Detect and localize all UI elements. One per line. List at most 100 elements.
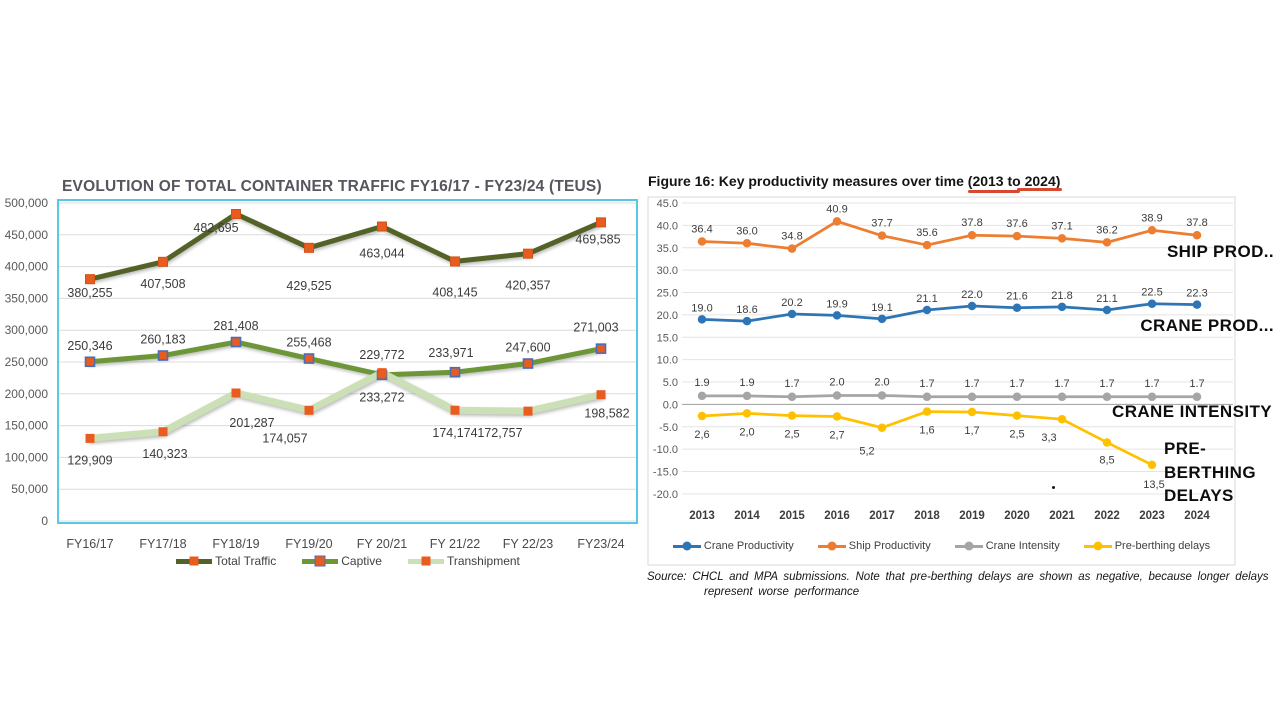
svg-text:FY18/19: FY18/19 — [212, 537, 259, 551]
svg-text:2,0: 2,0 — [739, 426, 754, 438]
svg-text:200,000: 200,000 — [5, 387, 49, 401]
svg-text:482,695: 482,695 — [193, 221, 238, 235]
svg-text:2023: 2023 — [1139, 510, 1165, 522]
svg-text:FY 21/22: FY 21/22 — [430, 537, 481, 551]
series-data-labels: 380,255 407,508 482,695 429,525 463,044 408,1… — [67, 221, 620, 300]
svg-text:37.7: 37.7 — [871, 218, 892, 230]
svg-text:281,408: 281,408 — [213, 319, 258, 333]
svg-text:38.9: 38.9 — [1141, 212, 1162, 224]
svg-text:1,6: 1,6 — [919, 425, 934, 437]
svg-text:37.6: 37.6 — [1006, 218, 1027, 230]
svg-text:2013: 2013 — [689, 510, 715, 522]
svg-text:-20.0: -20.0 — [653, 489, 678, 501]
svg-text:1.7: 1.7 — [964, 378, 979, 390]
svg-text:-15.0: -15.0 — [653, 467, 678, 479]
callout-line: BERTHING — [1164, 462, 1256, 482]
svg-text:174,057: 174,057 — [262, 431, 307, 445]
svg-text:-10.0: -10.0 — [653, 444, 678, 456]
svg-text:2,5: 2,5 — [784, 429, 799, 441]
svg-text:FY 22/23: FY 22/23 — [503, 537, 554, 551]
svg-text:2021: 2021 — [1049, 510, 1075, 522]
svg-text:30.0: 30.0 — [657, 265, 678, 277]
svg-text:0.0: 0.0 — [663, 399, 678, 411]
stray-dot — [1052, 486, 1055, 489]
svg-text:450,000: 450,000 — [5, 228, 49, 242]
svg-text:2016: 2016 — [824, 510, 850, 522]
right-x-axis-labels: 2013 2014 2015 2016 2017 2018 2019 2020 2021 2022… — [689, 510, 1210, 522]
svg-text:FY 20/21: FY 20/21 — [357, 537, 408, 551]
svg-text:5.0: 5.0 — [663, 377, 678, 389]
svg-text:2,5: 2,5 — [1009, 429, 1024, 441]
svg-text:201,287: 201,287 — [229, 416, 274, 430]
ship-productivity-callout: SHIP PROD.. — [1166, 242, 1274, 261]
svg-text:21.1: 21.1 — [916, 293, 937, 305]
svg-text:229,772: 229,772 — [359, 348, 404, 362]
source-note: Source: CHCL and MPA submissions. Note t… — [647, 570, 1272, 599]
svg-text:469,585: 469,585 — [575, 232, 620, 246]
svg-text:36.0: 36.0 — [736, 225, 757, 237]
svg-text:35.0: 35.0 — [657, 243, 678, 255]
left-x-axis-labels: FY16/17 FY17/18 FY18/19 FY19/20 FY 20/21 FY 2… — [66, 537, 624, 551]
svg-text:21.1: 21.1 — [1096, 293, 1117, 305]
svg-text:13,5: 13,5 — [1143, 479, 1164, 491]
svg-text:463,044: 463,044 — [359, 247, 404, 261]
svg-text:2014: 2014 — [734, 510, 760, 522]
svg-text:174,174: 174,174 — [432, 426, 477, 440]
svg-text:40.9: 40.9 — [826, 203, 847, 215]
svg-text:1.9: 1.9 — [739, 377, 754, 389]
svg-text:233,272: 233,272 — [359, 391, 404, 405]
svg-text:20.0: 20.0 — [657, 310, 678, 322]
svg-text:22.3: 22.3 — [1186, 288, 1207, 300]
svg-text:1.7: 1.7 — [784, 378, 799, 390]
right-plot-border — [647, 196, 1236, 566]
svg-text:1,7: 1,7 — [964, 425, 979, 437]
svg-text:233,971: 233,971 — [428, 346, 473, 360]
svg-text:21.8: 21.8 — [1051, 290, 1072, 302]
svg-text:250,000: 250,000 — [5, 355, 49, 369]
series-line-captive — [87, 339, 604, 378]
left-chart-title: EVOLUTION OF TOTAL CONTAINER TRAFFIC FY1… — [62, 178, 602, 195]
pre-berthing-delays-callout: PRE- BERTHING DELAYS — [1164, 437, 1256, 508]
svg-text:37.8: 37.8 — [1186, 217, 1207, 229]
svg-text:2,6: 2,6 — [694, 429, 709, 441]
productivity-chart: Figure 16: Key productivity measures ove… — [645, 170, 1280, 615]
svg-text:2018: 2018 — [914, 510, 940, 522]
series-data-labels: 250,346 260,183 281,408 255,468 229,772 233,9… — [67, 319, 618, 362]
right-title-highlight: (2013 to 2024) — [967, 173, 1063, 193]
svg-text:1.7: 1.7 — [1144, 378, 1159, 390]
svg-text:36.2: 36.2 — [1096, 224, 1117, 236]
svg-text:FY16/17: FY16/17 — [66, 537, 113, 551]
svg-text:260,183: 260,183 — [140, 333, 185, 347]
series-line-total-traffic — [87, 211, 604, 282]
svg-text:2022: 2022 — [1094, 510, 1120, 522]
svg-text:2024: 2024 — [1184, 510, 1210, 522]
svg-text:150,000: 150,000 — [5, 419, 49, 433]
crane-productivity-callout: CRANE PROD... — [1140, 316, 1274, 335]
svg-text:8,5: 8,5 — [1099, 454, 1114, 466]
svg-text:FY23/24: FY23/24 — [577, 537, 624, 551]
svg-text:2.0: 2.0 — [829, 376, 844, 388]
svg-text:247,600: 247,600 — [505, 341, 550, 355]
svg-text:19.0: 19.0 — [691, 302, 712, 314]
right-chart-title: Figure 16: Key productivity measures ove… — [648, 173, 1063, 193]
svg-text:198,582: 198,582 — [584, 407, 629, 421]
callout-line: DELAYS — [1164, 486, 1234, 505]
svg-text:380,255: 380,255 — [67, 286, 112, 300]
svg-text:129,909: 129,909 — [67, 453, 112, 467]
svg-text:50,000: 50,000 — [11, 482, 48, 496]
svg-text:100,000: 100,000 — [5, 450, 49, 464]
svg-text:15.0: 15.0 — [657, 332, 678, 344]
svg-text:1.7: 1.7 — [919, 378, 934, 390]
source-note-line2: represent worse performance — [704, 585, 860, 598]
svg-text:400,000: 400,000 — [5, 260, 49, 274]
svg-text:300,000: 300,000 — [5, 323, 49, 337]
svg-text:0: 0 — [41, 514, 48, 528]
series-markers-transhipment — [85, 368, 606, 443]
series-ship-productivity — [697, 217, 1202, 253]
series-markers-total-traffic — [85, 209, 606, 285]
series-data-labels: 2,6 2,0 2,5 2,7 5,2 1,6 1,7 2,5 3,3 8,5 13,5 — [694, 425, 1164, 491]
svg-text:3,3: 3,3 — [1041, 432, 1056, 444]
svg-text:420,357: 420,357 — [505, 279, 550, 293]
source-note-line1: Source: CHCL and MPA submissions. Note t… — [647, 571, 1269, 583]
svg-text:19.1: 19.1 — [871, 302, 892, 314]
